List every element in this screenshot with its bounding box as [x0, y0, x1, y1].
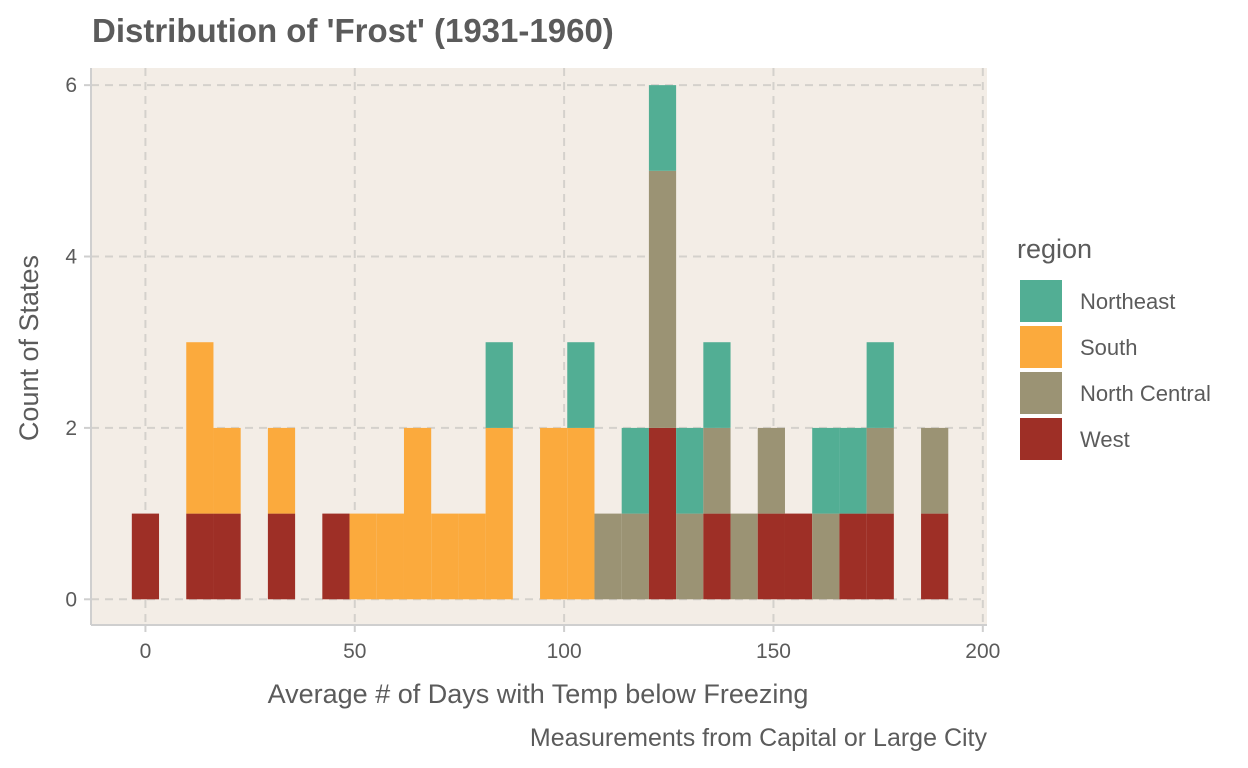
- y-axis-ticks: 0 2 4 6: [65, 74, 91, 611]
- legend-swatch-west: [1020, 418, 1062, 460]
- bar-north-central: [757, 427, 785, 514]
- bar-northeast: [703, 342, 731, 428]
- x-tick-label: 50: [343, 640, 366, 663]
- bar-west: [213, 513, 241, 600]
- y-tick-label: 0: [65, 588, 77, 611]
- legend-swatch-north-central: [1020, 372, 1062, 414]
- x-tick-label: 200: [965, 640, 1000, 663]
- legend-label-northeast: Northeast: [1080, 289, 1175, 314]
- bar-west: [131, 513, 160, 600]
- bar-west: [839, 513, 867, 600]
- y-tick-label: 4: [65, 246, 77, 269]
- bar-north-central: [921, 427, 949, 514]
- bar-north-central: [676, 513, 704, 600]
- axes: [90, 68, 987, 626]
- chart-caption: Measurements from Capital or Large City: [530, 724, 988, 752]
- bar-south: [267, 427, 296, 514]
- bar-south: [186, 342, 214, 514]
- bar-north-central: [703, 427, 731, 514]
- legend-label-north-central: North Central: [1080, 381, 1211, 406]
- bar-west: [784, 513, 813, 600]
- legend-title: region: [1017, 234, 1092, 264]
- bar-south: [540, 427, 568, 600]
- bar-north-central: [866, 427, 894, 514]
- bar-west: [921, 513, 949, 600]
- bar-south: [376, 513, 404, 600]
- chart-title: Distribution of 'Frost' (1931-1960): [92, 12, 614, 49]
- bar-south: [213, 427, 241, 514]
- bar-west: [866, 513, 894, 600]
- bar-south: [431, 513, 459, 600]
- x-axis-title: Average # of Days with Temp below Freezi…: [268, 679, 809, 709]
- y-axis-title: Count of States: [14, 255, 44, 441]
- bar-northeast: [676, 427, 704, 514]
- bar-west: [186, 513, 214, 600]
- bar-west: [648, 427, 677, 600]
- bar-west: [267, 513, 296, 600]
- bar-south: [485, 427, 513, 600]
- bar-south: [567, 427, 595, 600]
- bar-north-central: [594, 513, 622, 600]
- bar-west: [703, 513, 731, 600]
- x-axis-ticks: 0 50 100 150 200: [140, 625, 1000, 663]
- bar-northeast: [812, 427, 840, 514]
- bar-northeast: [485, 342, 513, 428]
- legend-label-south: South: [1080, 335, 1138, 360]
- bar-south: [458, 513, 486, 600]
- legend-label-west: West: [1080, 427, 1130, 452]
- bar-north-central: [730, 513, 758, 600]
- y-tick-label: 2: [65, 417, 77, 440]
- bar-northeast: [567, 342, 595, 428]
- bar-northeast: [839, 427, 867, 514]
- bar-west: [757, 513, 785, 600]
- x-tick-label: 0: [140, 640, 152, 663]
- bar-west: [322, 513, 350, 600]
- bar-south: [349, 513, 377, 600]
- bar-northeast: [866, 342, 894, 428]
- bar-north-central: [648, 170, 677, 428]
- bar-south: [403, 427, 432, 600]
- y-tick-label: 6: [65, 74, 77, 97]
- bar-northeast: [621, 427, 649, 514]
- legend-swatch-south: [1020, 326, 1062, 368]
- bar-north-central: [812, 513, 840, 600]
- x-tick-label: 100: [547, 640, 582, 663]
- legend: region Northeast South North Central West: [1017, 234, 1211, 460]
- legend-swatch-northeast: [1020, 280, 1062, 322]
- bar-northeast: [648, 85, 677, 171]
- bar-north-central: [621, 513, 649, 600]
- histogram-bars: [131, 85, 949, 600]
- x-tick-label: 150: [756, 640, 791, 663]
